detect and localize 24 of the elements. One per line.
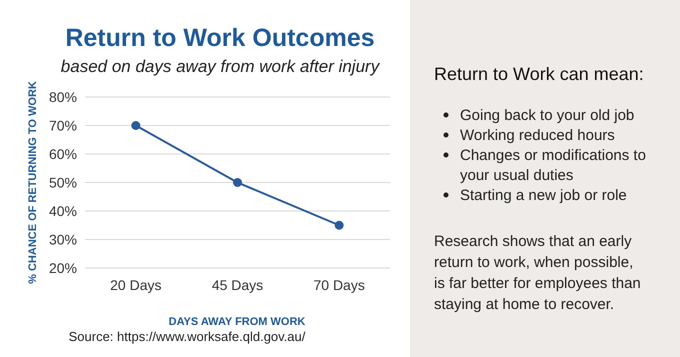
source-note: Source: https://www.worksafe.qld.gov.au/ [68,329,306,344]
chart-title: Return to Work Outcomes [65,24,375,52]
y-axis-title: % CHANCE OF RETURNING TO WORK [27,81,39,284]
y-tick-label: 60% [48,146,77,162]
text: Working reduced hours [460,127,615,144]
y-tick-label: 30% [48,232,77,248]
text: Starting a new job or role [460,187,627,204]
point [233,178,242,187]
x-tick-label: 20 Days [110,277,162,293]
point [131,121,140,130]
x-axis-title: DAYS AWAY FROM WORK [168,316,306,328]
text: Research shows that an early return to work, when possible, is far better for employees than staying at home to recover. [434,233,641,313]
y-tick-label: 40% [48,203,77,219]
text: Return to Work can mean: [434,64,644,84]
x-tick-label: 70 Days [313,277,365,293]
y-tick-label: 80% [48,89,77,105]
chart-subtitle: based on days away from work after injury [60,57,381,76]
point [334,220,344,230]
y-tick-label: 50% [48,174,77,190]
y-tick-label: 20% [48,260,77,276]
y-tick-label: 70% [48,118,77,134]
text: Going back to your old job [460,107,634,124]
text: Changes or modifications to your usual duties [460,147,646,184]
x-tick-label: 45 Days [212,277,264,293]
